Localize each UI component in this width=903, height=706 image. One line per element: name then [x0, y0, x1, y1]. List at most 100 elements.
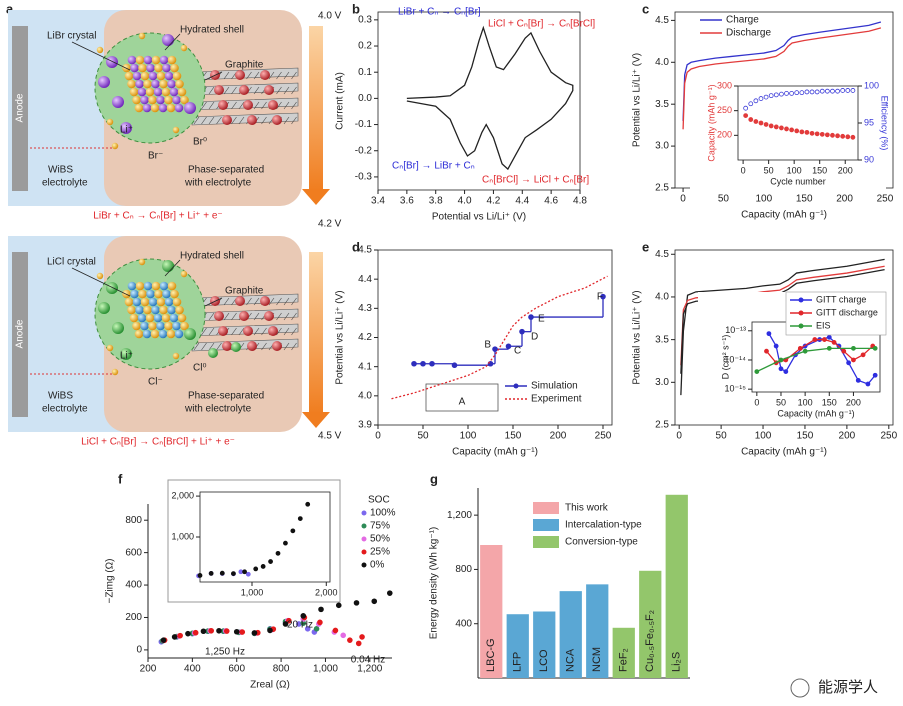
- graphite-hatch: [238, 327, 245, 336]
- graphite-hatch: [283, 327, 290, 336]
- y-tick-label: 2,000: [171, 490, 194, 500]
- crystal-ion: [180, 321, 189, 331]
- data-point: [268, 559, 273, 564]
- x-tick-label: 100: [460, 431, 477, 442]
- y-tick-label: 800: [455, 564, 472, 575]
- crystal-ion: [143, 281, 153, 291]
- data-point: [267, 627, 273, 634]
- series-line: [682, 21, 882, 121]
- x-tick-label: 4.4: [515, 196, 529, 207]
- graphite-hatch: [276, 327, 282, 336]
- halide-ion: [162, 260, 174, 272]
- graphite-hatch: [223, 86, 230, 95]
- plot-frame: [674, 249, 894, 426]
- bar-category-label: LCO: [538, 649, 550, 672]
- data-point: [773, 124, 779, 130]
- bar-category-label: Li₂S: [671, 652, 683, 672]
- data-point: [766, 331, 772, 337]
- annotation: Cₙ[Br] → LiBr + Cₙ: [392, 161, 475, 172]
- legend-label: 50%: [370, 534, 390, 545]
- data-point: [192, 629, 199, 636]
- panel-label: e: [642, 239, 649, 254]
- x-tick-label: 4.6: [544, 196, 558, 207]
- graphite-hatch: [283, 297, 290, 306]
- lithium-ion: [180, 270, 188, 278]
- pointer: [204, 297, 223, 307]
- data-point: [600, 293, 606, 300]
- data-point: [748, 117, 754, 122]
- bar: [480, 545, 503, 678]
- data-point: [743, 113, 749, 118]
- data-point: [233, 628, 240, 635]
- graphite-hatch: [231, 327, 237, 336]
- crystal-ion: [158, 329, 168, 339]
- bar: [586, 584, 609, 678]
- crystal-ion: [134, 103, 144, 113]
- electrolyte-label: WiBS: [48, 391, 73, 402]
- data-point: [283, 540, 288, 546]
- data-point: [340, 632, 347, 639]
- x-tick-label: 400: [184, 664, 201, 675]
- data-point: [208, 571, 214, 576]
- data-point: [802, 348, 808, 354]
- halide-ion: [162, 34, 174, 46]
- halide-ion: [120, 348, 132, 360]
- crystal-ion: [145, 87, 155, 97]
- crystal-ion: [150, 103, 160, 113]
- graphite-hatch: [223, 312, 230, 321]
- x-tick-label: 200: [550, 431, 567, 442]
- crystal-ion: [151, 55, 161, 65]
- intercalant: [260, 70, 270, 80]
- halide-ion: [98, 302, 110, 314]
- crystal-ion: [148, 321, 157, 331]
- crystal-ion: [159, 55, 169, 65]
- panel-label: g: [430, 471, 438, 486]
- voltage-label: 4.0 V: [318, 11, 342, 22]
- data-point: [814, 131, 820, 137]
- annotation: E: [538, 314, 545, 325]
- crystal-ion: [146, 289, 155, 299]
- data-point: [850, 134, 856, 140]
- watermark: 能源学人: [818, 679, 878, 696]
- data-point: [763, 94, 769, 100]
- x-axis-label: Capacity (mAh g⁻¹): [741, 210, 827, 221]
- crystal-ion: [140, 321, 149, 331]
- crystal-ion: [180, 95, 189, 105]
- y2-tick-label: 100: [864, 80, 879, 90]
- legend-swatch: [533, 536, 559, 548]
- x-tick-label: 200: [838, 165, 853, 175]
- y-tick-label: 4.5: [655, 249, 669, 260]
- y-tick-label: 4.0: [358, 390, 372, 401]
- watermark-icon: [790, 678, 810, 698]
- crystal-ion: [142, 103, 152, 113]
- intercalant: [260, 296, 270, 306]
- intercalant: [222, 341, 232, 351]
- series-line: [406, 25, 574, 171]
- annotation: LiBr + Cₙ → Cₙ[Br]: [398, 7, 481, 18]
- graphite-hatch: [291, 312, 297, 321]
- halide-ion: [106, 282, 118, 294]
- crystal-ion: [140, 95, 149, 105]
- data-point: [260, 564, 266, 569]
- pointer: [164, 33, 181, 51]
- data-point: [779, 91, 784, 97]
- shell-label: Hydrated shell: [180, 25, 244, 36]
- y-tick-label: 1,200: [447, 510, 472, 521]
- data-point: [851, 357, 856, 363]
- data-point: [754, 369, 760, 374]
- graphite-hatch: [208, 101, 215, 110]
- crystal-ion: [154, 63, 163, 73]
- x-tick-label: 50: [764, 165, 774, 175]
- data-point: [797, 345, 803, 351]
- x-tick-label: 3.4: [371, 196, 385, 207]
- crystal-ion: [177, 87, 187, 97]
- lithium-ion: [111, 368, 119, 376]
- legend-label: GITT charge: [816, 294, 866, 304]
- y-tick-label: 0.2: [358, 41, 372, 52]
- intercalant: [235, 70, 245, 80]
- crystal-ion: [140, 71, 150, 81]
- y-axis-label: Capacity (mAh g⁻¹): [706, 84, 716, 161]
- data-point: [420, 360, 426, 367]
- graphite-hatch: [201, 101, 207, 110]
- data-point: [492, 346, 498, 352]
